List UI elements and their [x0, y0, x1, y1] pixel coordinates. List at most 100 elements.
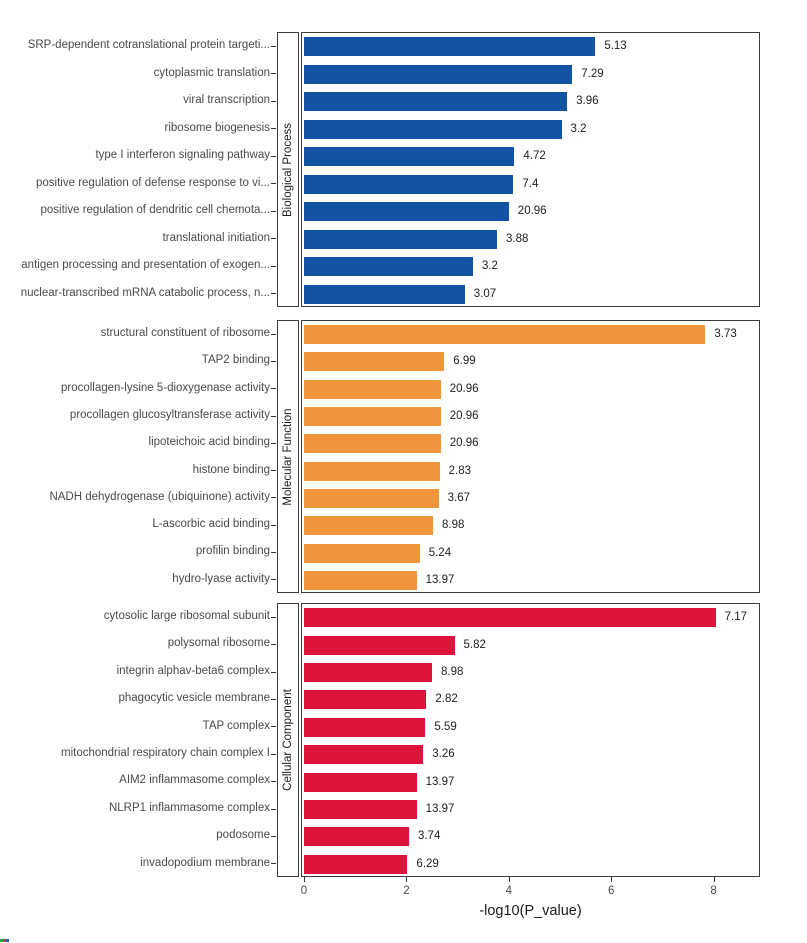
- bar-value-label: 5.82: [463, 638, 486, 651]
- bar-value-label: 13.97: [425, 775, 455, 788]
- bar-value-label: 5.24: [428, 546, 452, 559]
- category-label: integrin alphav-beta6 complex: [116, 664, 270, 677]
- bar: [304, 92, 568, 112]
- y-axis-tick: [271, 671, 276, 673]
- bar: [304, 229, 498, 249]
- bar: [304, 284, 465, 304]
- bar: [304, 827, 409, 847]
- category-label: profilin binding: [195, 545, 270, 558]
- bar: [304, 570, 417, 590]
- x-axis-tick: [508, 877, 510, 882]
- category-label: procollagen glucosyltransferase activity: [69, 408, 270, 421]
- facet-panel: 3.73 6.99 20.96 20.96 20.96 2.83 3.67 8.98 5.24 1…: [301, 320, 760, 593]
- y-axis-tick: [271, 415, 276, 417]
- bar: [304, 516, 434, 536]
- bar: [304, 663, 432, 682]
- category-label: positive regulation of dendritic cell ch…: [40, 204, 270, 216]
- bar-value-label: 2.83: [448, 464, 472, 477]
- y-axis-tick: [271, 524, 276, 526]
- bar-value-label: 3.2: [570, 122, 587, 135]
- y-axis-tick: [271, 128, 276, 130]
- facet-strip: Molecular Function: [277, 320, 299, 593]
- pixel-artifact: [0, 939, 9, 942]
- category-label: phagocytic vesicle membrane: [118, 692, 271, 705]
- category-label: procollagen-lysine 5-dioxygenase activit…: [60, 381, 270, 394]
- bar: [304, 352, 445, 372]
- x-tick-label: 8: [710, 885, 717, 897]
- facet-strip-label: Biological Process: [282, 122, 294, 217]
- bar: [304, 745, 424, 765]
- bar-value-label: 3.2: [481, 260, 498, 273]
- bar: [304, 257, 473, 277]
- facet-panel: 5.13 7.29 3.96 3.2 4.72 7.4 20.96 3.88 3.2 3.07: [301, 32, 760, 307]
- facet-strip: Biological Process: [277, 32, 299, 307]
- bar-value-label: 20.96: [449, 382, 479, 395]
- category-label: TAP complex: [202, 719, 270, 732]
- bar: [304, 461, 440, 481]
- y-axis-tick: [271, 552, 276, 554]
- category-label: hydro-lyase activity: [172, 572, 270, 585]
- bar-value-label: 5.59: [434, 720, 457, 733]
- facet-panel: 7.17 5.82 8.98 2.82 5.59 3.26 13.97 13.97 3.74 6.…: [301, 603, 760, 877]
- y-axis-tick: [271, 470, 276, 472]
- pixel-artifact-dot: [3, 939, 6, 942]
- y-axis-tick: [271, 183, 276, 185]
- category-label: lipoteichoic acid binding: [148, 436, 270, 449]
- bar-value-label: 5.13: [604, 40, 627, 53]
- x-axis-title: -log10(P_value): [479, 903, 582, 919]
- bar: [304, 37, 596, 57]
- y-axis-tick: [271, 835, 276, 837]
- x-tick-label: 4: [505, 885, 512, 897]
- category-label: AIM2 inflammasome complex: [119, 774, 270, 787]
- bar: [304, 717, 426, 737]
- category-label: nuclear-transcribed mRNA catabolic proce…: [20, 286, 270, 299]
- bar: [304, 543, 420, 563]
- category-label: cytosolic large ribosomal subunit: [103, 610, 270, 622]
- bar-value-label: 3.67: [447, 491, 471, 504]
- bar: [304, 407, 441, 427]
- bar-value-label: 6.29: [416, 857, 439, 870]
- category-label: NLRP1 inflammasome complex: [108, 801, 270, 814]
- bar-value-label: 13.97: [425, 803, 455, 815]
- facet-strip-label: Cellular Component: [282, 689, 294, 791]
- x-axis-tick: [406, 877, 408, 882]
- x-axis-tick: [304, 877, 305, 882]
- category-label: TAP2 binding: [201, 354, 270, 367]
- y-axis-tick: [271, 333, 276, 335]
- y-axis-tick: [271, 388, 276, 390]
- pixel-artifact-dot: [0, 939, 3, 942]
- category-label: ribosome biogenesis: [164, 121, 270, 134]
- bar: [304, 854, 408, 874]
- y-axis-tick: [271, 579, 276, 581]
- bar-value-label: 7.4: [522, 177, 539, 190]
- x-axis: 0 2 4 6 8: [0, 877, 807, 907]
- y-axis-tick: [271, 644, 276, 646]
- facet-biological-process: Biological Process 5.13 7.29 3.96 3.2 4.72 7.4…: [0, 32, 807, 307]
- y-axis-tick: [271, 360, 276, 362]
- bar: [304, 202, 509, 222]
- y-axis-tick: [271, 753, 276, 755]
- bar: [304, 64, 573, 84]
- y-axis-tick: [271, 497, 276, 499]
- category-label: antigen processing and presentation of e…: [21, 259, 270, 271]
- pixel-artifact-dot: [6, 939, 9, 942]
- y-axis-tick: [271, 698, 276, 700]
- category-label: viral transcription: [183, 94, 270, 106]
- y-axis-tick: [271, 73, 276, 75]
- bar: [304, 119, 562, 139]
- bar-value-label: 8.98: [441, 666, 464, 678]
- bar-value-label: 6.99: [453, 355, 476, 368]
- x-axis-tick: [611, 877, 613, 882]
- y-axis-tick: [271, 155, 276, 157]
- category-label: invadopodium membrane: [140, 856, 270, 869]
- y-axis-tick: [271, 808, 276, 810]
- category-label: cytoplasmic translation: [153, 66, 270, 79]
- facet-cellular-component: Cellular Component 7.17 5.82 8.98 2.82 5.59 3.…: [0, 603, 807, 877]
- x-tick-label: 2: [403, 885, 410, 897]
- bar-value-label: 20.96: [449, 410, 479, 423]
- y-axis-tick: [271, 616, 276, 618]
- category-label: polysomal ribosome: [167, 637, 270, 650]
- y-axis-tick: [271, 265, 276, 267]
- y-axis-tick: [271, 45, 276, 47]
